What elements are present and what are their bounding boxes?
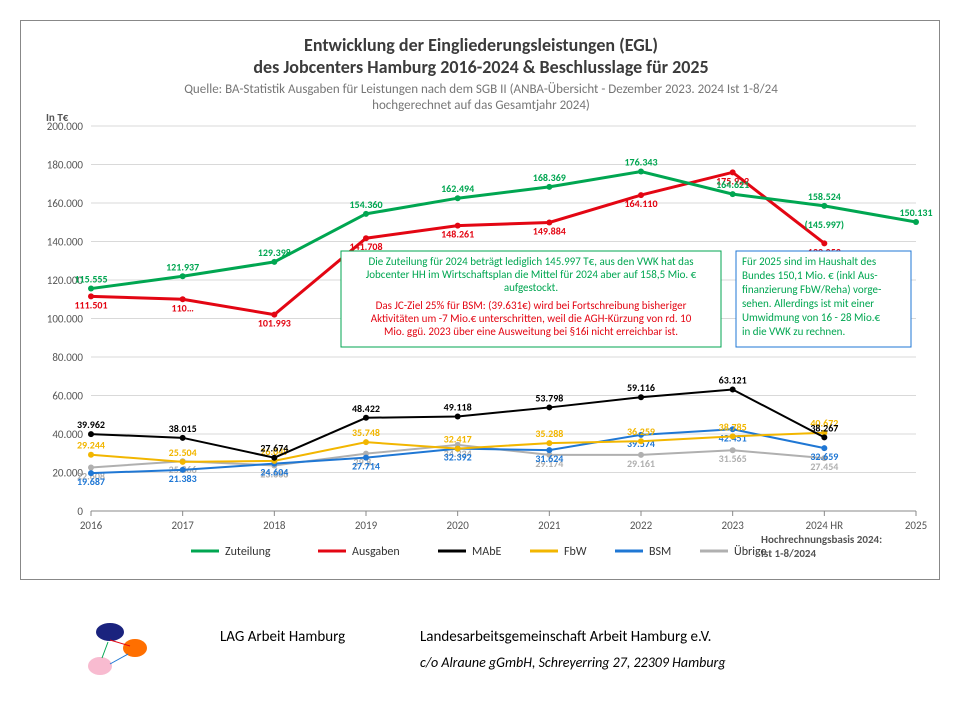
- dlabel-zuteilung: 162.494: [441, 182, 474, 195]
- dlabel-fbw: 32.417: [444, 433, 472, 446]
- chart-svg: Entwicklung der Eingliederungsleistungen…: [21, 21, 941, 581]
- legend-label: Ausgaben: [352, 545, 400, 559]
- svg-text:Bundes 150,1 Mio. € (inkl Aus-: Bundes 150,1 Mio. € (inkl Aus-: [742, 269, 878, 282]
- dlabel-ausgaben: 101.993: [258, 317, 291, 330]
- dlabel-mabe: 38.015: [169, 422, 197, 435]
- footer-full: Landesarbeitsgemeinschaft Arbeit Hamburg…: [420, 628, 711, 646]
- svg-text:Die Zuteilung für 2024 beträgt: Die Zuteilung für 2024 beträgt lediglich…: [368, 255, 693, 268]
- ytick: 100.000: [47, 313, 84, 326]
- dlabel-fbw: 25.504: [169, 446, 197, 459]
- dlabel-zuteilung: 115.555: [74, 273, 107, 286]
- svg-text:Das JC-Ziel 25% für BSM: (39.6: Das JC-Ziel 25% für BSM: (39.631€) wird …: [376, 299, 687, 312]
- xtick: 2024 HR: [806, 519, 844, 532]
- dlabel-bsm: 27.714: [352, 460, 380, 473]
- dlabel-zuteilung: 168.369: [533, 171, 566, 184]
- dlabel-bsm: 21.383: [169, 472, 197, 485]
- svg-text:sehen. Allerdings ist mit eine: sehen. Allerdings ist mit einer: [742, 297, 874, 310]
- dlabel-mabe: 27.674: [260, 442, 288, 455]
- dlabel-uebrige: 31.565: [719, 452, 747, 465]
- subtitle-l1: Quelle: BA-Statistik Ausgaben für Leistu…: [184, 82, 778, 97]
- dlabel-ausgaben: 148.261: [441, 228, 474, 241]
- ytick: 140.000: [47, 236, 84, 249]
- xtick: 2022: [630, 519, 653, 532]
- dlabel-fbw: 29.244: [77, 439, 105, 452]
- ytick: 60.000: [52, 390, 83, 403]
- dlabel-fbw: 35.748: [352, 426, 380, 439]
- dlabel-bsm: 32.392: [444, 451, 472, 464]
- ytick: 200.000: [47, 120, 84, 133]
- dlabel-bsm: 32.659: [810, 450, 838, 463]
- dlabel-zuteilung: 176.343: [624, 156, 657, 169]
- title-l1: Entwicklung der Eingliederungsleistungen…: [304, 34, 658, 56]
- xtick: 2018: [263, 519, 286, 532]
- dlabel-mabe: 38.267: [810, 421, 838, 434]
- xtick: 2016: [80, 519, 103, 532]
- dlabel-mabe: 49.118: [444, 400, 472, 413]
- dlabel-fbw: 38.785: [719, 420, 747, 433]
- subtitle-l2: hochgerechnet auf das Gesamtjahr 2024): [372, 98, 590, 113]
- title-l2: des Jobcenters Hamburg 2016-2024 & Besch…: [253, 56, 708, 78]
- dlabel-bsm: 24.604: [260, 466, 288, 479]
- dlabel-bsm: 19.687: [77, 475, 105, 488]
- dlabel-ausgaben: 111.501: [74, 298, 107, 311]
- dlabel-ausgaben: 149.884: [533, 224, 566, 237]
- legend-label: Zuteilung: [225, 545, 271, 559]
- xtick: 2025: [905, 519, 927, 532]
- chart-frame: Entwicklung der Eingliederungsleistungen…: [20, 20, 940, 580]
- svg-text:Für 2025 sind im Haushalt des: Für 2025 sind im Haushalt des: [742, 255, 876, 268]
- dlabel-mabe: 59.116: [627, 381, 655, 394]
- dlabel-zuteilung: 129.398: [258, 246, 291, 259]
- legend-label: MAbE: [472, 545, 502, 559]
- legend-label: BSM: [649, 545, 671, 559]
- dlabel-fbw: 36.259: [627, 425, 655, 438]
- footer-logo-icon: [80, 620, 160, 680]
- dlabel-mabe: 48.422: [352, 402, 380, 415]
- dlabel-ausgaben: 110…: [172, 301, 194, 314]
- dlabel-mabe: 39.962: [77, 418, 105, 431]
- dlabel-zuteilung: 121.937: [166, 260, 199, 273]
- ytick: 160.000: [47, 197, 84, 210]
- svg-text:Aktivitäten um -7 Mio.€ unters: Aktivitäten um -7 Mio.€ unterschritten, …: [371, 312, 692, 325]
- dlabel-mabe: 53.798: [535, 391, 563, 404]
- svg-text:aufgestockt.: aufgestockt.: [504, 281, 558, 294]
- page: Entwicklung der Eingliederungsleistungen…: [0, 0, 960, 720]
- svg-text:in die VWK zu rechnen.: in die VWK zu rechnen.: [742, 325, 845, 338]
- ytick: 0: [77, 505, 83, 518]
- dlabel-zuteilung: 158.524: [808, 190, 841, 203]
- dlabel-ausgaben: 164.110: [624, 197, 657, 210]
- footer-addr: c/o Alraune gGmbH, Schreyerring 27, 2230…: [420, 654, 726, 671]
- dlabel-zuteilung: 150.131: [899, 206, 932, 219]
- xtick: 2017: [172, 519, 195, 532]
- svg-text:finanzierung FbW/Reha) vorge-: finanzierung FbW/Reha) vorge-: [742, 283, 881, 296]
- svg-text:Umwidmung von 16 - 28 Mio.€: Umwidmung von 16 - 28 Mio.€: [742, 311, 881, 324]
- legend-label: FbW: [564, 545, 587, 559]
- legend-note: Hochrechnungsbasis 2024:: [761, 533, 882, 546]
- dlabel-zuteilung: 164.621: [716, 178, 749, 191]
- ytick: 80.000: [52, 351, 83, 364]
- dlabel-zuteilung: 154.360: [349, 198, 382, 211]
- xtick: 2019: [355, 519, 378, 532]
- xtick: 2020: [447, 519, 470, 532]
- svg-text:Jobcenter HH im Wirtschaftspla: Jobcenter HH im Wirtschaftsplan die Mitt…: [366, 268, 697, 281]
- xtick: 2023: [722, 519, 745, 532]
- xtick: 2021: [538, 519, 561, 532]
- dlabel-mabe: 63.121: [719, 373, 747, 386]
- svg-text:Mio. ggü. 2023 über eine Auswe: Mio. ggü. 2023 über eine Ausweitung bei …: [384, 325, 678, 338]
- ytick: 180.000: [47, 159, 84, 172]
- svg-text:Ist 1-8/2024: Ist 1-8/2024: [761, 547, 816, 560]
- dlabel-uebrige: 29.161: [627, 457, 655, 470]
- dlabel-bsm: 31.624: [535, 452, 563, 465]
- dlabel-fbw: 35.288: [535, 427, 563, 440]
- footer-org: LAG Arbeit Hamburg: [220, 628, 345, 646]
- svg-text:(145.997): (145.997): [805, 218, 844, 231]
